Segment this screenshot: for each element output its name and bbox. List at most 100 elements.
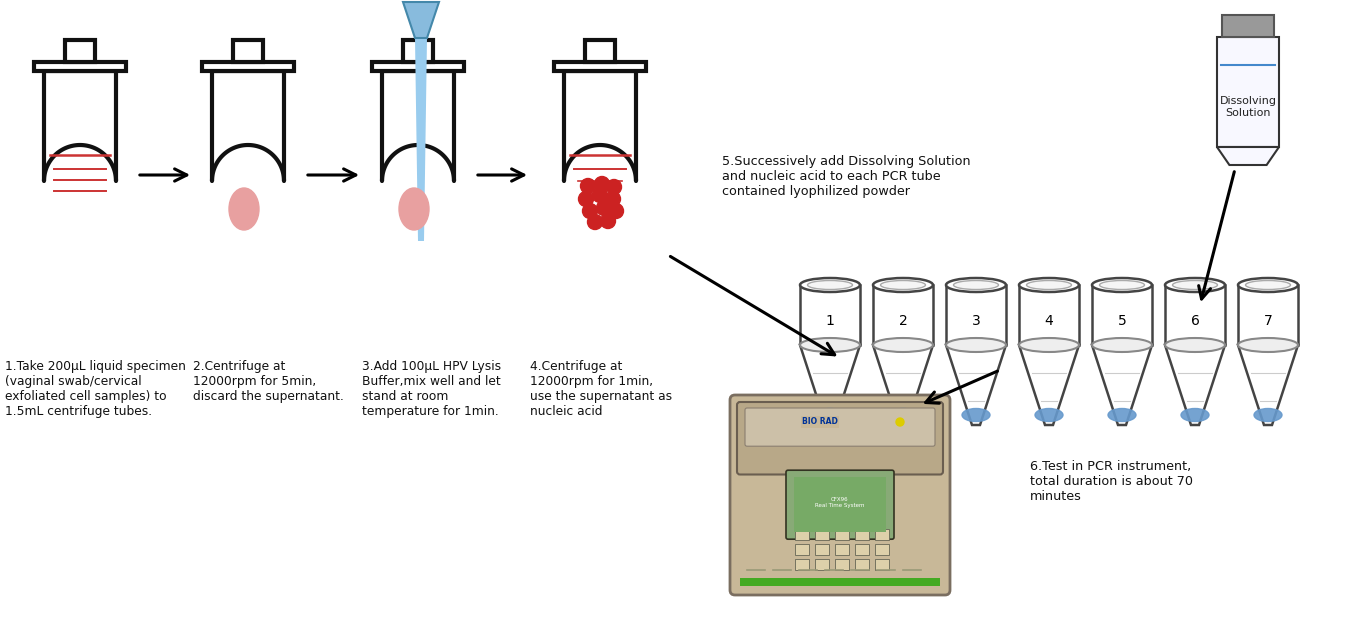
Circle shape [592,188,607,202]
Ellipse shape [946,278,1005,292]
Polygon shape [1165,345,1225,425]
Polygon shape [1019,345,1079,425]
Bar [814,544,829,555]
Bar [855,559,869,570]
Bar [855,544,869,555]
Bar [855,529,869,540]
Polygon shape [382,145,454,181]
FancyBboxPatch shape [737,402,943,475]
Bar [799,285,860,345]
Bar [46,71,115,181]
Text: 3: 3 [972,314,981,328]
Polygon shape [564,145,635,181]
Ellipse shape [799,278,860,292]
FancyBboxPatch shape [745,408,935,447]
Bar [740,578,940,586]
Text: 3.Add 100μL HPV Lysis
Buffer,mix well and let
stand at room
temperature for 1min: 3.Add 100μL HPV Lysis Buffer,mix well an… [362,360,501,418]
Bar [373,62,463,71]
Text: 2.Centrifuge at
12000rpm for 5min,
discard the supernatant.: 2.Centrifuge at 12000rpm for 5min, disca… [192,360,344,403]
Ellipse shape [873,278,934,292]
Text: 4.Centrifuge at
12000rpm for 1min,
use the supernatant as
nucleic acid: 4.Centrifuge at 12000rpm for 1min, use t… [530,360,672,418]
Ellipse shape [1099,281,1145,290]
Polygon shape [415,38,427,241]
Ellipse shape [1092,278,1152,292]
Ellipse shape [398,188,430,230]
Ellipse shape [1019,338,1079,352]
Text: 1.Take 200μL liquid specimen
(vaginal swab/cervical
exfoliated cell samples) to
: 1.Take 200μL liquid specimen (vaginal sw… [5,360,186,418]
Ellipse shape [881,281,925,290]
Ellipse shape [1238,278,1298,292]
Bar [72,45,88,57]
Text: 4: 4 [1045,314,1053,328]
Bar [946,285,1005,345]
Circle shape [608,203,623,219]
Ellipse shape [889,408,917,421]
Text: BIO RAD: BIO RAD [802,418,837,426]
Bar [1222,15,1274,37]
Bar [34,62,126,71]
Circle shape [595,176,610,192]
Bar [592,45,608,57]
Text: CFX96
Real Time System: CFX96 Real Time System [816,497,864,507]
Bar [65,40,95,62]
Text: 6.Test in PCR instrument,
total duration is about 70
minutes: 6.Test in PCR instrument, total duration… [1030,460,1192,503]
Bar [565,71,634,181]
Bar [875,529,889,540]
Ellipse shape [1108,408,1135,421]
Bar [202,62,294,71]
Text: Dissolving
Solution: Dissolving Solution [1220,96,1276,118]
Bar [1019,285,1079,345]
FancyBboxPatch shape [786,470,894,539]
Bar [814,529,829,540]
Ellipse shape [1182,408,1209,421]
Bar [383,71,453,181]
Circle shape [600,214,615,229]
Circle shape [580,178,595,193]
Bar [409,45,427,57]
FancyBboxPatch shape [730,395,950,595]
Circle shape [606,192,621,207]
Ellipse shape [1165,278,1225,292]
Polygon shape [402,2,439,38]
Ellipse shape [1165,338,1225,352]
Circle shape [896,418,904,426]
Circle shape [596,200,611,215]
Text: 5.Successively add Dissolving Solution
and nucleic acid to each PCR tube
contain: 5.Successively add Dissolving Solution a… [722,155,970,198]
Ellipse shape [808,281,852,290]
Ellipse shape [962,408,991,421]
Bar [875,544,889,555]
Bar [875,559,889,570]
Bar [554,62,646,71]
Ellipse shape [816,408,844,421]
Ellipse shape [1092,338,1152,352]
Bar [585,40,615,62]
Ellipse shape [1245,281,1290,290]
Polygon shape [1092,345,1152,425]
Bar [794,477,886,532]
Ellipse shape [799,338,860,352]
Polygon shape [1238,345,1298,425]
Circle shape [588,215,603,229]
Bar [835,559,850,570]
Ellipse shape [1027,281,1072,290]
Bar [795,529,809,540]
Bar [873,285,934,345]
Bar [814,559,829,570]
Polygon shape [43,145,117,181]
Polygon shape [211,145,285,181]
Bar [1238,285,1298,345]
Bar [1092,285,1152,345]
Polygon shape [799,345,860,425]
Polygon shape [873,345,934,425]
Ellipse shape [1253,408,1282,421]
Bar [240,45,256,57]
Ellipse shape [1035,408,1064,421]
Ellipse shape [1238,338,1298,352]
Circle shape [583,203,598,219]
Bar [1165,285,1225,345]
Bar [835,544,850,555]
Ellipse shape [946,338,1005,352]
Bar [1217,37,1279,147]
Circle shape [607,180,622,195]
Bar [214,71,282,181]
